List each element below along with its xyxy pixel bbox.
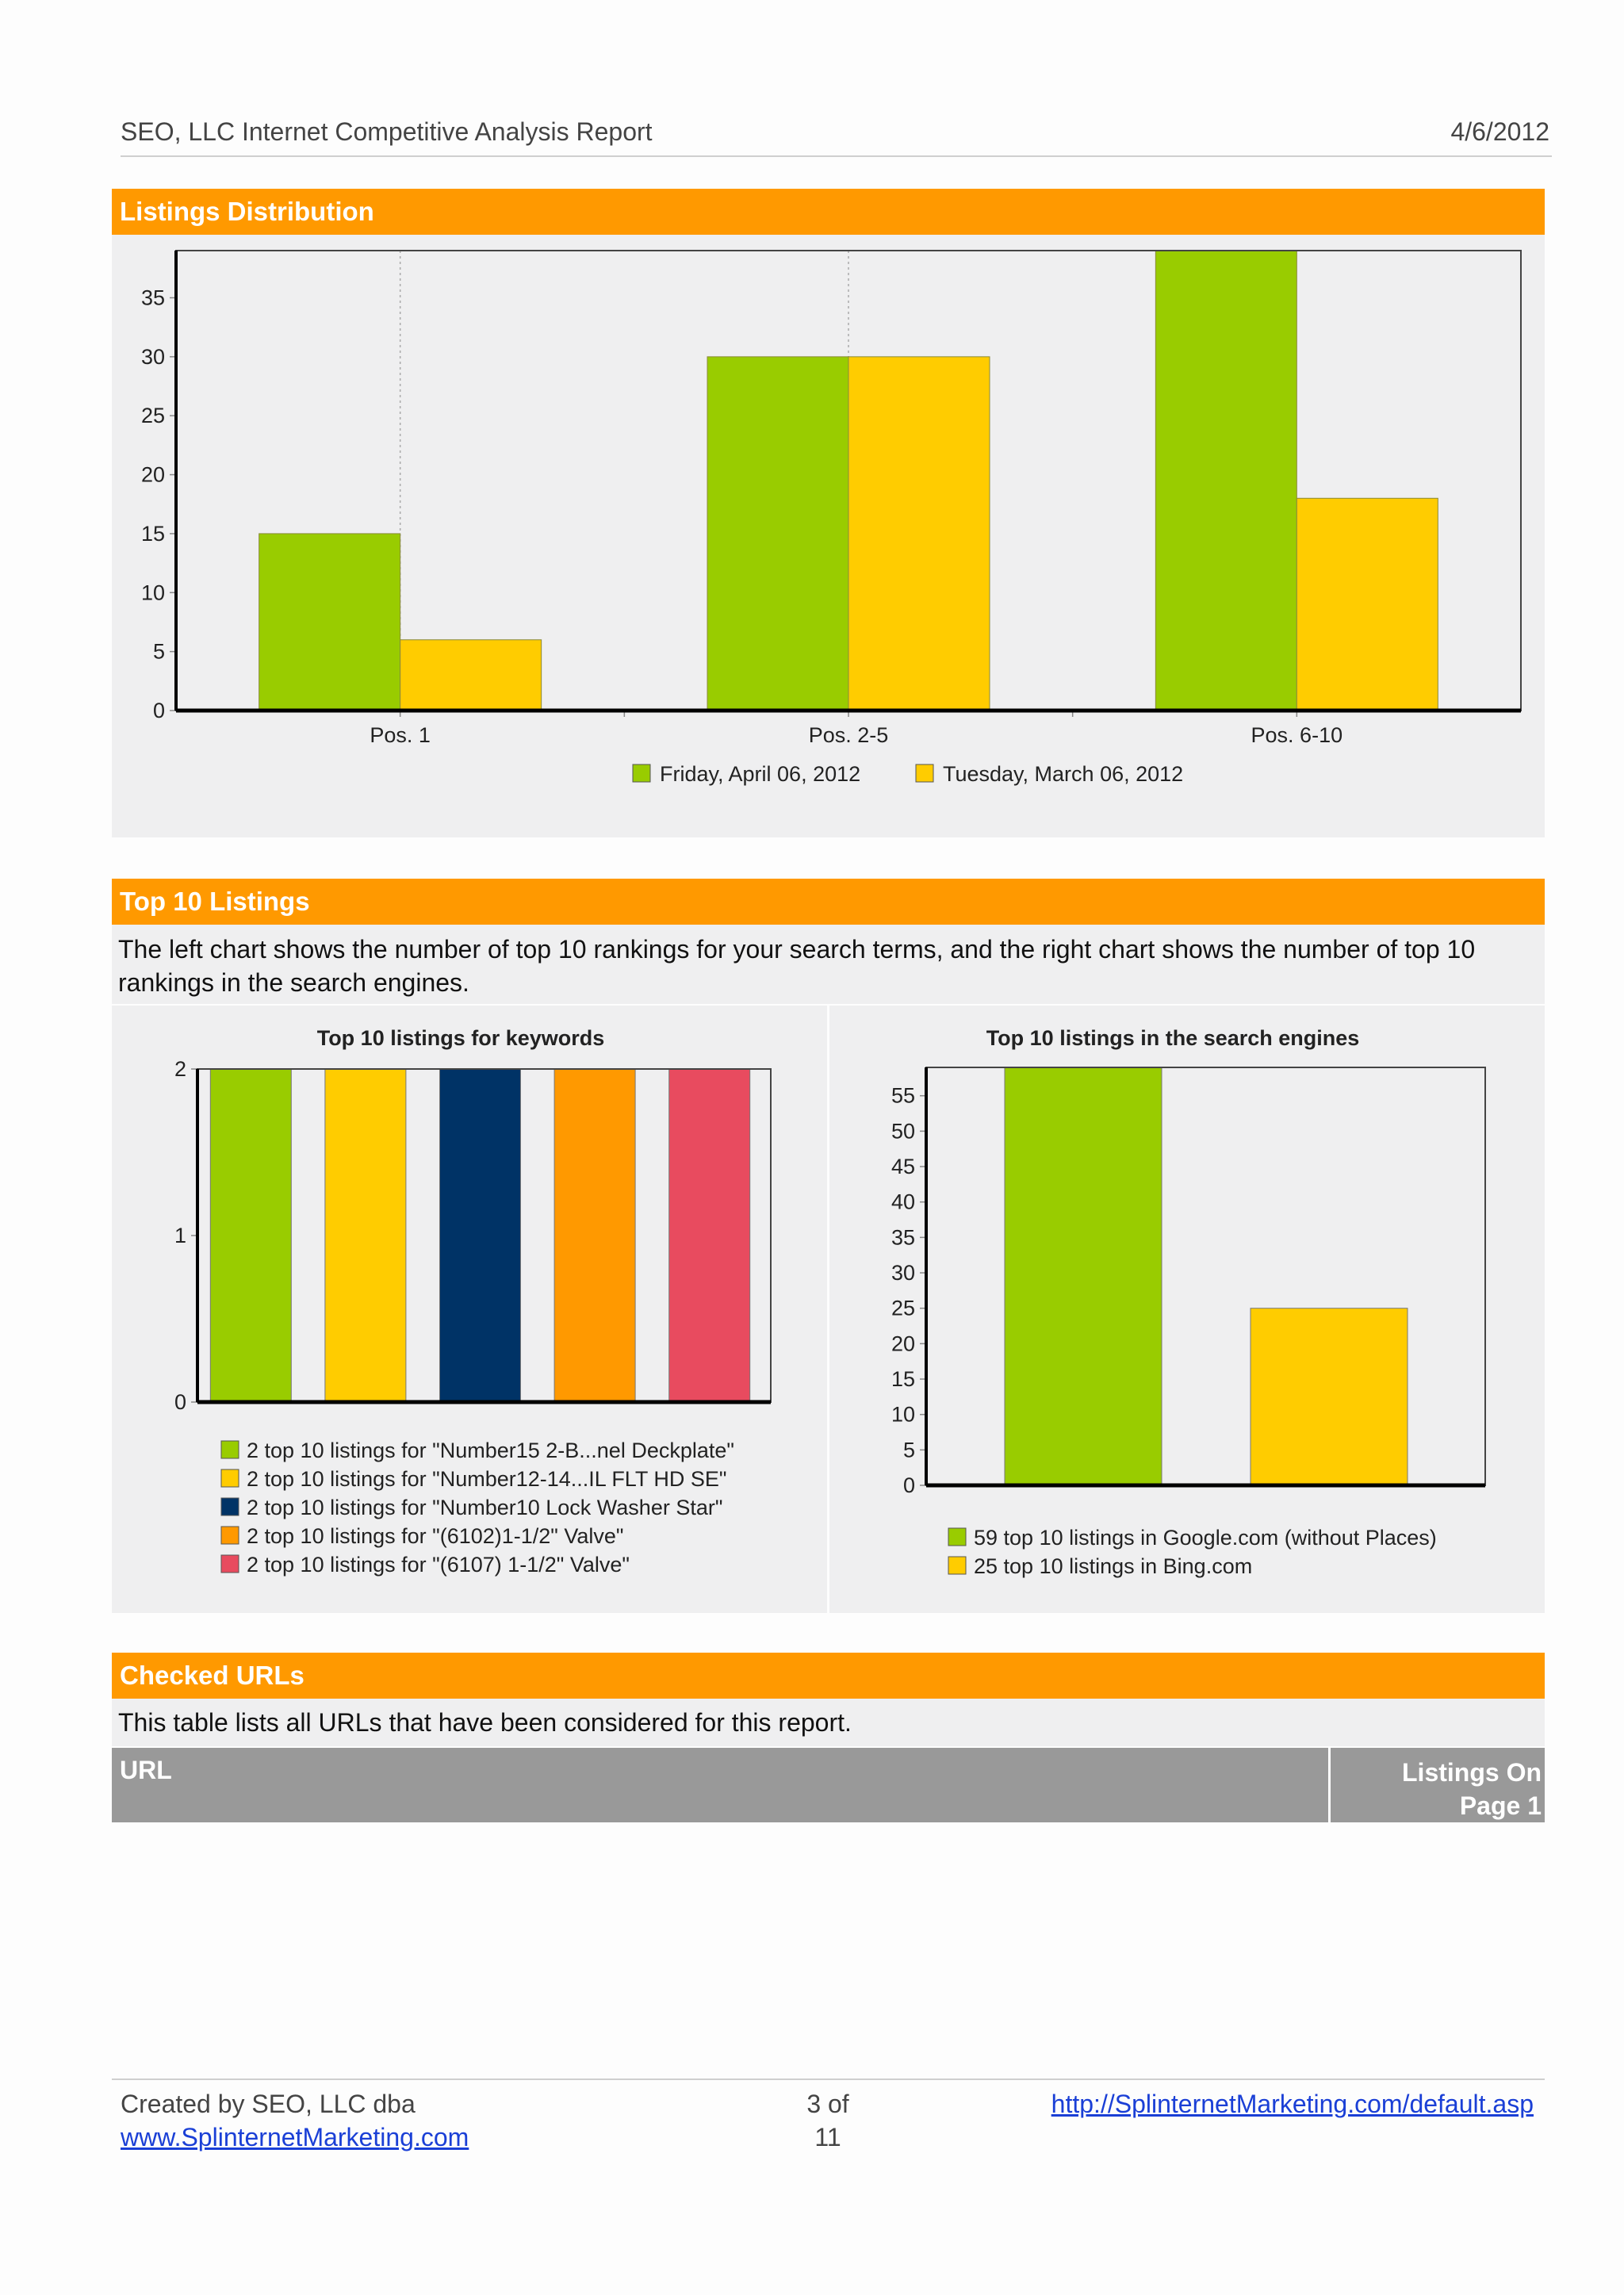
y-tick-label: 0	[903, 1473, 915, 1497]
legend-label: 25 top 10 listings in Bing.com	[974, 1554, 1252, 1578]
y-tick-label: 5	[153, 640, 165, 664]
legend-label: 2 top 10 listings for "Number10 Lock Was…	[247, 1496, 722, 1519]
y-tick-label: 30	[891, 1261, 915, 1285]
y-tick-label: 50	[891, 1119, 915, 1143]
legend-swatch	[220, 1526, 239, 1545]
y-tick-label: 45	[891, 1155, 915, 1178]
y-tick-label: 20	[141, 463, 165, 487]
bar	[707, 356, 849, 711]
bar	[259, 533, 401, 711]
x-tick-label: Pos. 6-10	[1251, 723, 1343, 747]
x-tick-label: Pos. 2-5	[809, 723, 889, 747]
section-title-checked-urls: Checked URLs	[112, 1653, 1545, 1699]
y-tick-label: 0	[153, 699, 165, 722]
y-tick-label: 35	[141, 285, 165, 309]
bar	[324, 1068, 407, 1403]
column-divider	[1328, 1748, 1331, 1822]
column-header-url[interactable]: URL	[120, 1756, 172, 1784]
footer-page-total: 11	[814, 2123, 841, 2151]
legend-swatch	[915, 764, 934, 783]
y-tick-label: 10	[891, 1403, 915, 1427]
y-tick-label: 55	[891, 1084, 915, 1108]
legend-swatch	[220, 1469, 239, 1488]
legend-label: 2 top 10 listings for "Number15 2-B...ne…	[247, 1439, 734, 1462]
y-tick-label: 15	[141, 522, 165, 546]
footer-divider	[112, 2079, 1545, 2080]
top10-description-panel: The left chart shows the number of top 1…	[112, 925, 1545, 1004]
footer-credit: Created by SEO, LLC dba www.SplinternetM…	[121, 2087, 469, 2154]
report-title: SEO, LLC Internet Competitive Analysis R…	[121, 117, 653, 146]
legend-swatch	[220, 1554, 239, 1573]
urls-table-header: URL Listings On Page 1	[112, 1748, 1545, 1822]
y-tick-label: 30	[141, 345, 165, 369]
chart-title: Top 10 listings in the search engines	[986, 1026, 1360, 1050]
listings-distribution-panel: 0 5 10 15 20 25 30 35 Pos. 1 Pos. 2-5 Pos. 6-10 Fri…	[112, 235, 1545, 837]
y-tick-label: 0	[174, 1390, 186, 1414]
bar	[439, 1068, 521, 1403]
legend-label: 59 top 10 listings in Google.com (withou…	[974, 1526, 1437, 1550]
engines-chart: Top 10 listings in the search engines 0 5 1…	[891, 1026, 1486, 1578]
footer-created-by: Created by SEO, LLC dba	[121, 2090, 416, 2118]
y-tick-label: 2	[174, 1057, 186, 1081]
bar	[1250, 1308, 1408, 1486]
y-tick-label: 20	[891, 1331, 915, 1355]
legend-label: 2 top 10 listings for "(6107) 1-1/2" Val…	[247, 1553, 630, 1577]
bar	[1296, 497, 1438, 711]
bar	[668, 1068, 751, 1403]
header-divider	[121, 155, 1552, 157]
section-title-listings-distribution: Listings Distribution	[112, 189, 1545, 235]
legend-label: 2 top 10 listings for "(6102)1-1/2" Valv…	[247, 1524, 624, 1548]
bar	[1004, 1067, 1162, 1486]
bar	[553, 1068, 636, 1403]
y-tick-label: 40	[891, 1190, 915, 1214]
bar	[848, 356, 990, 711]
bar	[209, 1068, 292, 1403]
checked-urls-description: This table lists all URLs that have been…	[118, 1708, 852, 1737]
legend-swatch	[948, 1527, 967, 1546]
top10-description: The left chart shows the number of top 1…	[118, 935, 1476, 997]
y-tick-label: 15	[891, 1367, 915, 1391]
footer-page-number: 3 of 11	[804, 2087, 852, 2154]
legend-label: 2 top 10 listings for "Number12-14...IL …	[247, 1467, 726, 1491]
y-tick-label: 25	[891, 1297, 915, 1320]
footer-page-of: 3 of	[806, 2090, 849, 2118]
y-tick-label: 5	[903, 1438, 915, 1462]
checked-urls-description-panel: This table lists all URLs that have been…	[112, 1699, 1545, 1746]
legend-swatch	[220, 1440, 239, 1459]
legend-label: Friday, April 06, 2012	[660, 762, 860, 786]
keywords-chart: Top 10 listings for keywords 0 1 2 2 top 10 …	[174, 1026, 772, 1577]
column-header-listings[interactable]: Listings On Page 1	[1402, 1758, 1542, 1820]
footer-url: http://SplinternetMarketing.com/default.…	[1051, 2087, 1534, 2121]
y-tick-label: 25	[141, 404, 165, 427]
legend-swatch	[220, 1497, 239, 1516]
report-date: 4/6/2012	[1450, 117, 1549, 146]
legend-swatch	[632, 764, 651, 783]
listings-distribution-chart: 0 5 10 15 20 25 30 35 Pos. 1 Pos. 2-5 Pos. 6-10 Fri…	[141, 250, 1522, 786]
engines-chart-panel: Top 10 listings in the search engines 0 5 1…	[829, 1006, 1545, 1613]
bar	[1155, 250, 1297, 711]
footer-url-link[interactable]: http://SplinternetMarketing.com/default.…	[1051, 2090, 1534, 2118]
y-tick-label: 35	[891, 1225, 915, 1249]
y-tick-label: 1	[174, 1224, 186, 1247]
footer-site-link[interactable]: www.SplinternetMarketing.com	[121, 2123, 469, 2151]
section-title-top10: Top 10 Listings	[112, 879, 1545, 925]
legend-label: Tuesday, March 06, 2012	[943, 762, 1183, 786]
legend-swatch	[948, 1556, 967, 1575]
chart-title: Top 10 listings for keywords	[317, 1026, 605, 1050]
y-tick-label: 10	[141, 580, 165, 604]
x-tick-label: Pos. 1	[370, 723, 431, 747]
bar	[400, 639, 542, 711]
keywords-chart-panel: Top 10 listings for keywords 0 1 2 2 top 10 …	[112, 1006, 827, 1613]
